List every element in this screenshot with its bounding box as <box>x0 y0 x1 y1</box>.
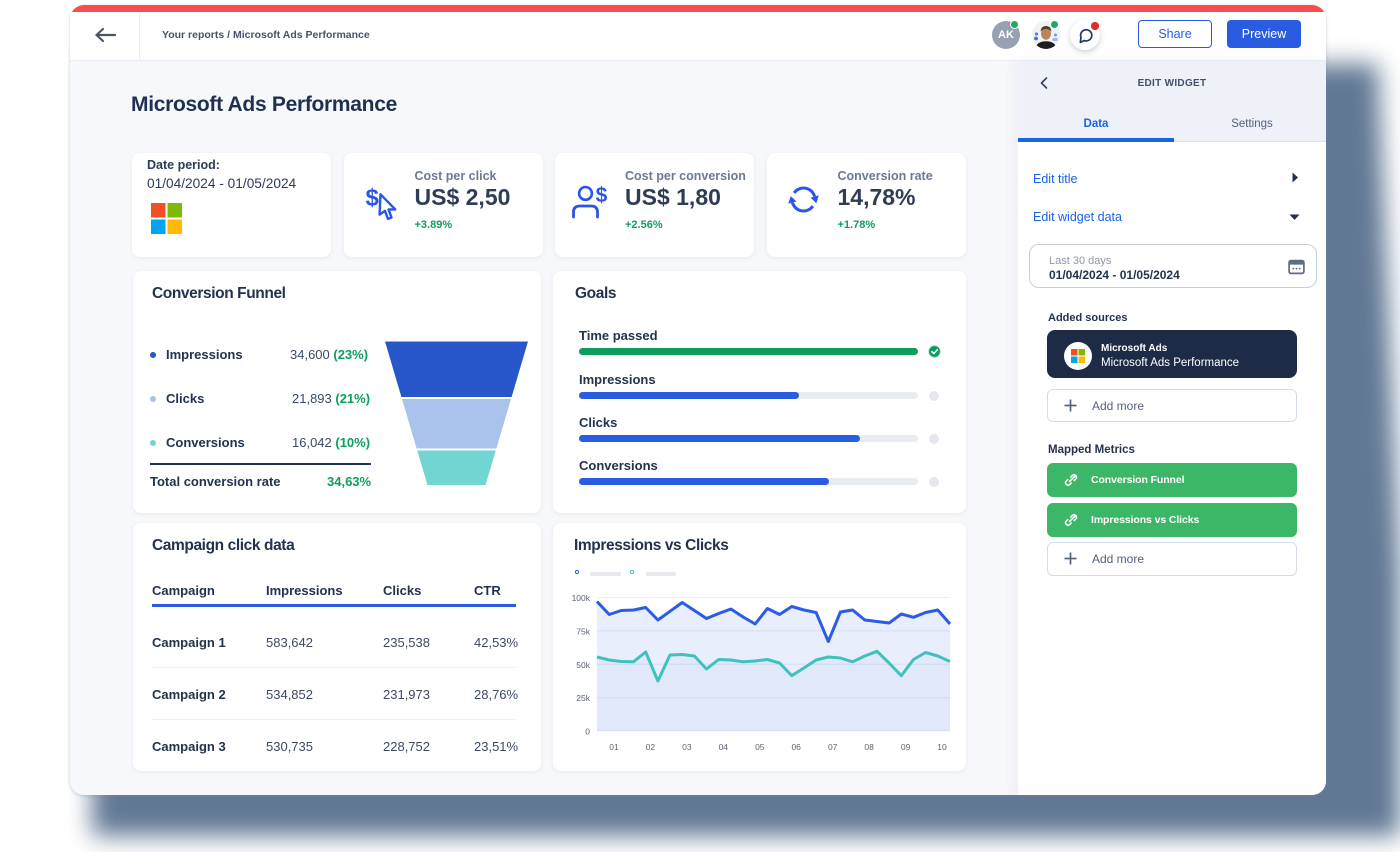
svg-text:09: 09 <box>901 742 911 752</box>
svg-text:0: 0 <box>585 727 590 737</box>
svg-text:01: 01 <box>609 742 619 752</box>
svg-text:03: 03 <box>682 742 692 752</box>
svg-text:02: 02 <box>646 742 656 752</box>
svg-text:$: $ <box>365 184 379 211</box>
svg-text:08: 08 <box>864 742 874 752</box>
svg-text:25k: 25k <box>576 693 590 703</box>
svg-text:05: 05 <box>755 742 765 752</box>
svg-text:75k: 75k <box>576 626 590 636</box>
svg-text:100k: 100k <box>572 593 591 603</box>
svg-text:50k: 50k <box>576 660 590 670</box>
svg-text:10: 10 <box>937 742 947 752</box>
svg-text:06: 06 <box>791 742 801 752</box>
svg-text:07: 07 <box>828 742 838 752</box>
svg-text:$: $ <box>596 184 608 207</box>
svg-text:04: 04 <box>719 742 729 752</box>
